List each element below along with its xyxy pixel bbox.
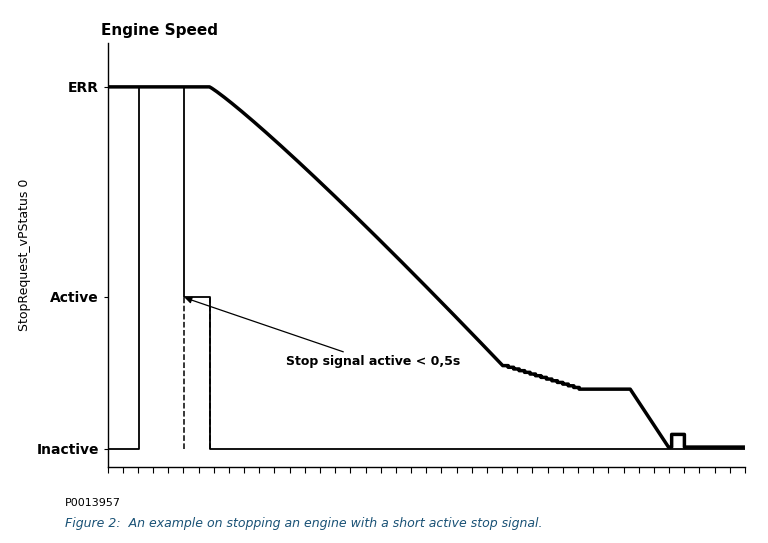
Y-axis label: StopRequest_vPStatus 0: StopRequest_vPStatus 0 xyxy=(18,179,31,331)
Text: Stop signal active < 0,5s: Stop signal active < 0,5s xyxy=(186,298,460,369)
Text: P0013957: P0013957 xyxy=(65,498,121,508)
Text: Engine Speed: Engine Speed xyxy=(101,23,218,38)
Text: Figure 2:  An example on stopping an engine with a short active stop signal.: Figure 2: An example on stopping an engi… xyxy=(65,517,543,530)
